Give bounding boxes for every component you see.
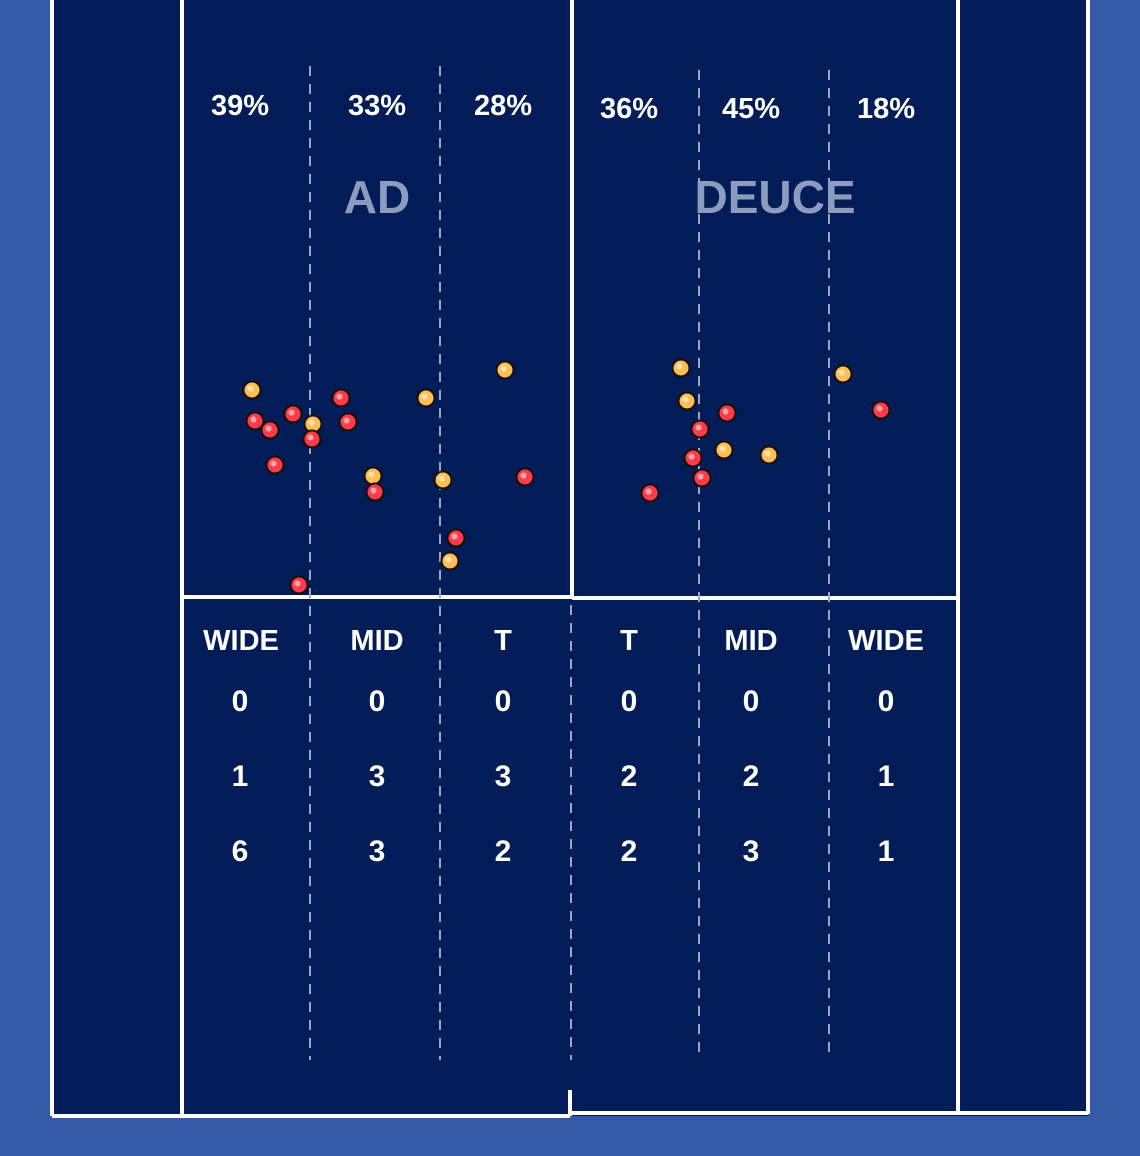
zone-label-ad-mid: MID [350,625,404,657]
zone-count: 3 [494,760,512,793]
ball-mark-yellow-highlight [247,385,254,392]
zone-count: 2 [494,835,512,868]
ball-mark-red-highlight [294,580,301,587]
ball-mark-yellow-highlight [838,369,845,376]
zone-count: 0 [620,685,638,718]
ball-mark-red-highlight [451,533,458,540]
ball-mark-red-highlight [343,417,350,424]
ball-mark-red-highlight [336,393,343,400]
zone-label-deuce-t: T [620,625,638,657]
ball-mark-red-highlight [645,488,652,495]
ball-mark-red-highlight [697,473,704,480]
zone-label-deuce-wide: WIDE [848,625,924,657]
ball-mark-yellow-highlight [368,471,375,478]
zone-count: 1 [877,835,895,868]
zone-percent-deuce-t: 36% [599,93,659,125]
ball-mark-yellow-highlight [445,556,452,563]
ball-mark-red-highlight [722,408,729,415]
ball-mark-yellow-highlight [764,450,771,457]
ball-mark-yellow-highlight [500,365,507,372]
zone-count: 0 [368,685,386,718]
ball-mark-yellow-highlight [438,475,445,482]
zone-percent-ad-mid: 33% [347,90,407,122]
ball-mark-red-highlight [695,424,702,431]
ball-mark-yellow-highlight [719,445,726,452]
zone-label-ad-wide: WIDE [203,625,279,657]
zone-count: 0 [877,685,895,718]
zone-count: 0 [231,685,249,718]
ball-mark-yellow-highlight [421,393,428,400]
ball-mark-red-highlight [265,425,272,432]
ball-mark-red-highlight [307,434,314,441]
court-side-ad: AD [343,171,411,223]
court-side-deuce: DEUCE [694,171,856,223]
ball-mark-red-highlight [520,472,527,479]
ball-mark-red-highlight [250,416,257,423]
ball-mark-red-highlight [288,409,295,416]
zone-count: 2 [620,835,638,868]
zone-count: 3 [368,760,386,793]
zone-percent-ad-t: 28% [473,90,533,122]
zone-dividers [309,66,830,1060]
ball-marks [242,358,891,595]
ball-mark-red-highlight [876,405,883,412]
ball-mark-red-highlight [270,460,277,467]
zone-count: 2 [742,760,760,793]
zone-percent-ad-wide: 39% [210,90,270,122]
zone-count: 1 [231,760,249,793]
zone-count: 6 [231,835,249,868]
ball-mark-yellow-highlight [308,419,315,426]
zone-label-ad-t: T [494,625,512,657]
ball-mark-red-highlight [370,487,377,494]
zone-count: 0 [742,685,760,718]
zone-percent-deuce-mid: 45% [721,93,781,125]
zone-label-deuce-mid: MID [724,625,778,657]
zone-count: 3 [368,835,386,868]
ball-mark-yellow-highlight [676,363,683,370]
court-lines [50,0,1090,1118]
ball-mark-yellow-highlight [682,396,689,403]
zone-percent-deuce-wide: 18% [856,93,916,125]
zone-count: 2 [620,760,638,793]
zone-count: 3 [742,835,760,868]
zone-count: 1 [877,760,895,793]
ball-mark-red-highlight [688,453,695,460]
zone-count: 0 [494,685,512,718]
